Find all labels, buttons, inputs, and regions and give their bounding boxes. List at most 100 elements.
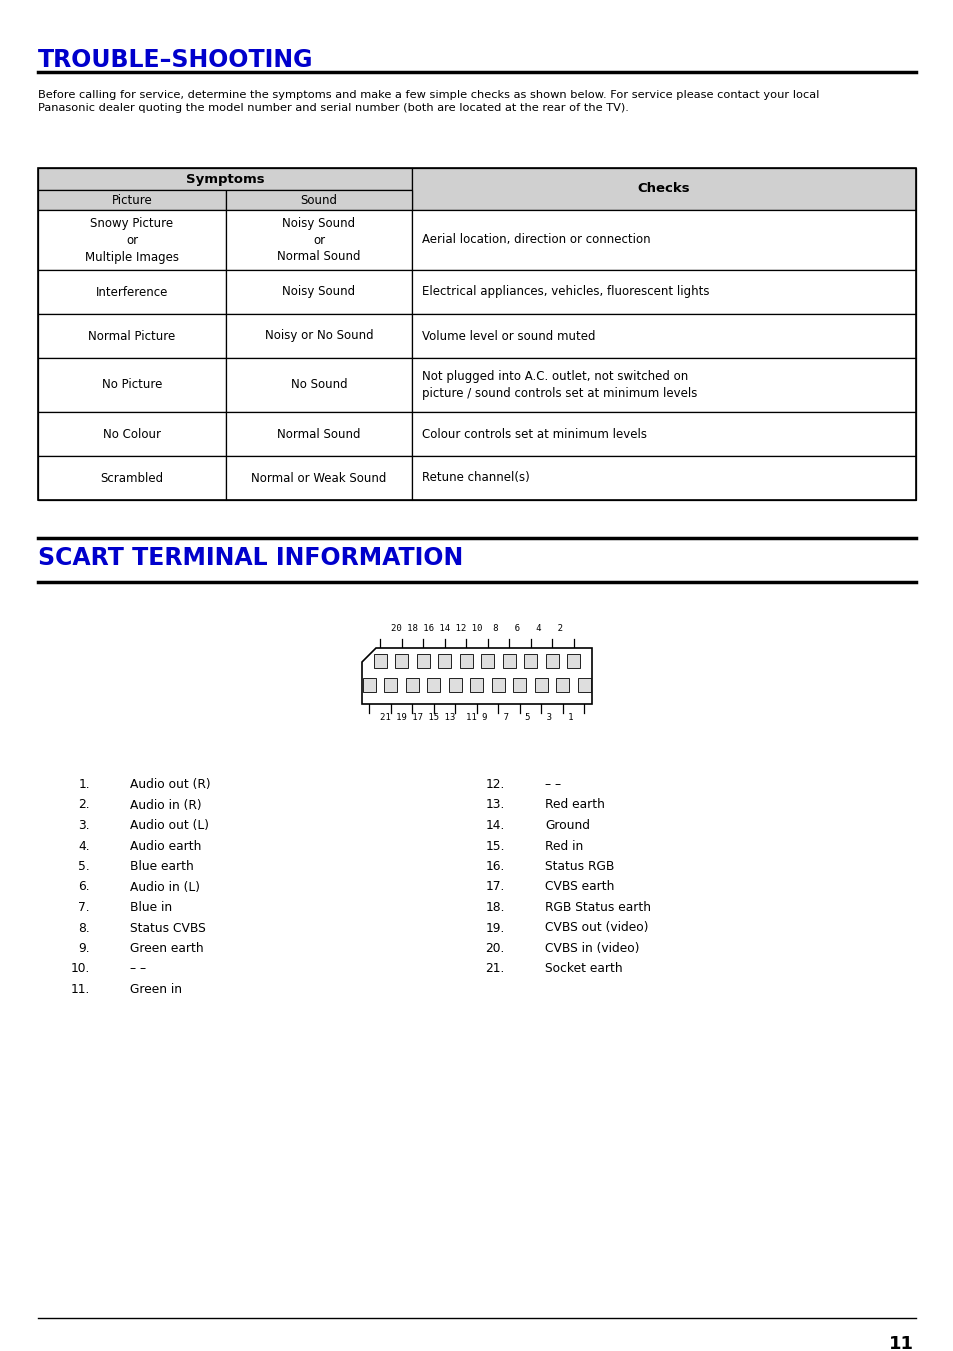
Bar: [38, 168, 915, 500]
Bar: [226, 358, 412, 412]
Text: Audio out (R): Audio out (R): [130, 778, 211, 790]
Text: Electrical appliances, vehicles, fluorescent lights: Electrical appliances, vehicles, fluores…: [421, 285, 709, 299]
Text: Interference: Interference: [95, 285, 168, 299]
Text: 14.: 14.: [485, 819, 504, 832]
Text: 1.: 1.: [78, 778, 90, 790]
Bar: [513, 678, 526, 692]
Text: Audio in (R): Audio in (R): [130, 798, 201, 812]
Text: 21.: 21.: [485, 962, 504, 975]
Bar: [412, 412, 915, 457]
Text: Noisy Sound
or
Normal Sound: Noisy Sound or Normal Sound: [277, 216, 360, 263]
Text: 16.: 16.: [485, 861, 504, 873]
Text: Snowy Picture
or
Multiple Images: Snowy Picture or Multiple Images: [85, 216, 179, 263]
Text: Symptoms: Symptoms: [186, 173, 264, 185]
Text: 13.: 13.: [485, 798, 504, 812]
Text: 18.: 18.: [485, 901, 504, 915]
Bar: [449, 678, 461, 692]
Bar: [38, 209, 226, 270]
Bar: [412, 270, 915, 313]
Text: TROUBLE–SHOOTING: TROUBLE–SHOOTING: [38, 49, 314, 72]
Bar: [384, 678, 397, 692]
Text: Ground: Ground: [544, 819, 589, 832]
Bar: [363, 678, 375, 692]
Bar: [395, 654, 408, 667]
Text: 3.: 3.: [78, 819, 90, 832]
Text: – –: – –: [544, 778, 560, 790]
Text: SCART TERMINAL INFORMATION: SCART TERMINAL INFORMATION: [38, 546, 463, 570]
Text: Normal or Weak Sound: Normal or Weak Sound: [251, 471, 386, 485]
Bar: [226, 209, 412, 270]
Text: Colour controls set at minimum levels: Colour controls set at minimum levels: [421, 427, 646, 440]
Text: CVBS out (video): CVBS out (video): [544, 921, 648, 935]
Text: 10.: 10.: [71, 962, 90, 975]
Bar: [502, 654, 516, 667]
Text: 20.: 20.: [485, 942, 504, 955]
Bar: [567, 654, 579, 667]
Text: 6.: 6.: [78, 881, 90, 893]
Text: Not plugged into A.C. outlet, not switched on
picture / sound controls set at mi: Not plugged into A.C. outlet, not switch…: [421, 370, 697, 400]
Bar: [226, 313, 412, 358]
Text: Audio in (L): Audio in (L): [130, 881, 200, 893]
Bar: [412, 313, 915, 358]
Text: CVBS earth: CVBS earth: [544, 881, 614, 893]
Bar: [578, 678, 590, 692]
Text: Status RGB: Status RGB: [544, 861, 614, 873]
Text: 7.: 7.: [78, 901, 90, 915]
Text: Green earth: Green earth: [130, 942, 203, 955]
Text: 17.: 17.: [485, 881, 504, 893]
Bar: [545, 654, 558, 667]
Bar: [226, 457, 412, 500]
Bar: [437, 654, 451, 667]
Text: Blue in: Blue in: [130, 901, 172, 915]
Text: No Colour: No Colour: [103, 427, 161, 440]
Bar: [38, 270, 226, 313]
Bar: [556, 678, 569, 692]
Text: Sound: Sound: [300, 193, 337, 207]
Text: No Sound: No Sound: [291, 378, 347, 392]
Text: Audio earth: Audio earth: [130, 839, 201, 852]
Bar: [374, 654, 386, 667]
Text: 11: 11: [888, 1335, 913, 1351]
Text: Noisy or No Sound: Noisy or No Sound: [264, 330, 373, 343]
Text: Scrambled: Scrambled: [100, 471, 163, 485]
Text: No Picture: No Picture: [102, 378, 162, 392]
Text: 11.: 11.: [71, 984, 90, 996]
Bar: [427, 678, 440, 692]
Bar: [412, 168, 915, 209]
Text: Picture: Picture: [112, 193, 152, 207]
Bar: [492, 678, 504, 692]
Bar: [459, 654, 473, 667]
Bar: [416, 654, 429, 667]
Bar: [226, 412, 412, 457]
Text: Green in: Green in: [130, 984, 182, 996]
Text: CVBS in (video): CVBS in (video): [544, 942, 639, 955]
Text: – –: – –: [130, 962, 146, 975]
Bar: [406, 678, 418, 692]
Bar: [226, 270, 412, 313]
Text: Aerial location, direction or connection: Aerial location, direction or connection: [421, 234, 650, 246]
Bar: [412, 358, 915, 412]
Bar: [412, 457, 915, 500]
Bar: [480, 654, 494, 667]
Polygon shape: [361, 648, 592, 704]
Text: 19.: 19.: [485, 921, 504, 935]
Text: Before calling for service, determine the symptoms and make a few simple checks : Before calling for service, determine th…: [38, 91, 819, 113]
Text: 2.: 2.: [78, 798, 90, 812]
Text: Blue earth: Blue earth: [130, 861, 193, 873]
Text: Noisy Sound: Noisy Sound: [282, 285, 355, 299]
Text: 15.: 15.: [485, 839, 504, 852]
Text: 21 19 17 15 13  11 9   7   5   3   1: 21 19 17 15 13 11 9 7 5 3 1: [380, 713, 573, 721]
Bar: [38, 412, 226, 457]
Text: 9.: 9.: [78, 942, 90, 955]
Text: Audio out (L): Audio out (L): [130, 819, 209, 832]
Bar: [38, 313, 226, 358]
Bar: [38, 457, 226, 500]
Text: 8.: 8.: [78, 921, 90, 935]
Text: 12.: 12.: [485, 778, 504, 790]
Text: Normal Picture: Normal Picture: [89, 330, 175, 343]
Text: 4.: 4.: [78, 839, 90, 852]
Text: 20 18 16 14 12 10  8   6   4   2: 20 18 16 14 12 10 8 6 4 2: [391, 624, 562, 634]
Text: Normal Sound: Normal Sound: [277, 427, 360, 440]
Text: Red earth: Red earth: [544, 798, 604, 812]
Text: Socket earth: Socket earth: [544, 962, 622, 975]
